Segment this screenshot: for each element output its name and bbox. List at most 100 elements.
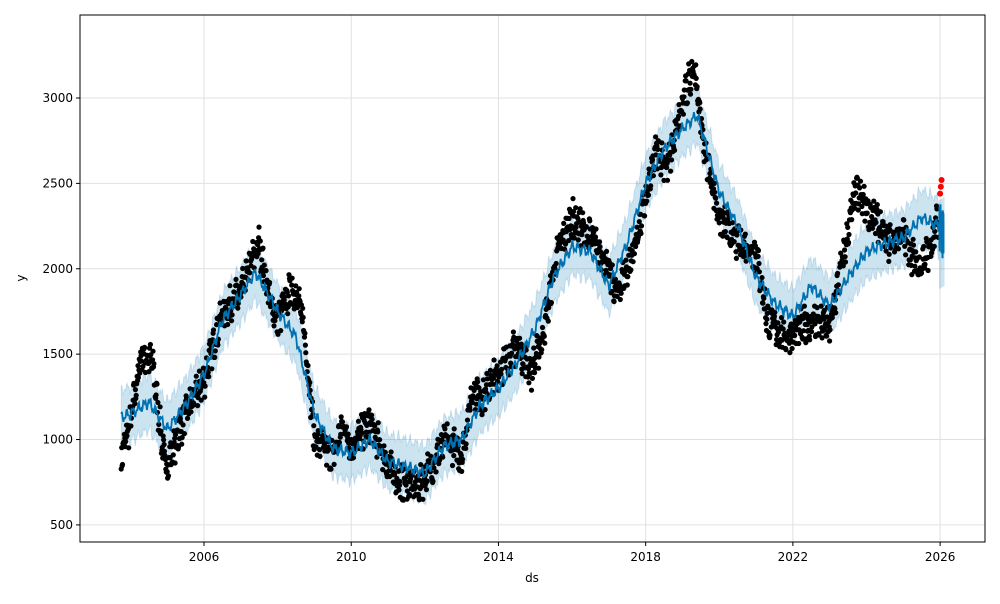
observed-point [570, 196, 576, 202]
observed-point [209, 366, 215, 372]
observed-point [676, 113, 682, 119]
x-tick-label: 2010 [336, 550, 367, 564]
observed-point [859, 203, 865, 210]
observed-point [407, 491, 413, 498]
observed-point [571, 235, 577, 241]
observed-point [161, 448, 168, 454]
observed-point [119, 461, 126, 468]
observed-point [922, 261, 928, 267]
observed-point [423, 487, 429, 493]
observed-point [302, 330, 308, 336]
observed-point [697, 106, 703, 112]
observed-point [247, 270, 253, 276]
observed-point [570, 208, 577, 215]
observed-point [849, 217, 855, 223]
observed-point [814, 305, 820, 311]
observed-point [164, 469, 170, 475]
observed-point [205, 369, 211, 376]
observed-point [369, 416, 375, 422]
observed-point [649, 157, 656, 163]
observed-point [694, 84, 700, 90]
observed-point [658, 172, 664, 178]
observed-point [212, 354, 218, 360]
observed-point [256, 224, 262, 230]
observed-point [172, 460, 178, 466]
observed-point [509, 350, 515, 356]
observed-point [845, 224, 851, 230]
observed-point [617, 296, 623, 303]
observed-point [623, 257, 629, 263]
observed-point [491, 357, 497, 363]
observed-point [611, 298, 617, 305]
observed-point [902, 243, 908, 249]
x-tick-label: 2022 [778, 550, 809, 564]
observed-point [541, 333, 547, 339]
observed-point [664, 164, 670, 171]
observed-point [381, 443, 387, 449]
observed-point [580, 210, 586, 216]
observed-point [529, 375, 536, 381]
observed-point [683, 78, 689, 84]
observed-point [618, 290, 624, 296]
observed-point [278, 328, 284, 334]
observed-point [315, 428, 321, 434]
observed-point [494, 363, 500, 369]
observed-point [713, 195, 719, 201]
x-tick-label: 2014 [483, 550, 514, 564]
observed-point [720, 233, 726, 239]
observed-point [803, 340, 809, 346]
observed-point [763, 321, 769, 327]
observed-point [439, 437, 445, 443]
observed-point [628, 267, 634, 273]
observed-point [722, 229, 729, 235]
observed-point [282, 294, 288, 300]
observed-point [188, 409, 194, 415]
observed-point [625, 274, 631, 280]
observed-point [546, 305, 552, 311]
observed-point [918, 270, 925, 276]
observed-point [528, 387, 535, 393]
observed-point [755, 247, 762, 254]
observed-point [886, 251, 892, 257]
observed-point [531, 345, 537, 351]
observed-point [123, 439, 129, 445]
observed-point [835, 270, 841, 276]
observed-point [807, 337, 813, 343]
observed-point [161, 441, 167, 448]
observed-point [296, 286, 302, 292]
observed-point [633, 243, 639, 250]
observed-point [532, 370, 538, 376]
observed-point [879, 229, 885, 235]
observed-point [548, 300, 555, 306]
observed-point [430, 478, 436, 484]
observed-point [895, 246, 902, 252]
observed-point [707, 170, 713, 177]
observed-point [285, 311, 291, 317]
observed-point [321, 442, 327, 448]
y-tick-label: 2500 [42, 176, 73, 190]
observed-point [883, 248, 889, 254]
observed-point [286, 272, 292, 278]
observed-point [874, 202, 880, 208]
observed-point [761, 295, 767, 301]
observed-point [364, 422, 370, 428]
observed-point [463, 445, 469, 451]
observed-point [311, 423, 317, 429]
observed-point [433, 469, 439, 475]
observed-point [135, 363, 141, 369]
observed-point [760, 300, 766, 306]
observed-point [857, 178, 864, 184]
observed-point [597, 244, 603, 250]
observed-point [212, 348, 218, 354]
observed-point [343, 424, 350, 430]
observed-point [835, 282, 842, 288]
observed-point [644, 198, 650, 204]
observed-point [302, 342, 308, 348]
observed-point [517, 335, 523, 341]
observed-point [451, 426, 457, 432]
observed-point [420, 496, 426, 502]
observed-point [539, 347, 545, 353]
observed-point [775, 320, 781, 326]
observed-point [366, 407, 372, 413]
observed-point [886, 258, 892, 264]
